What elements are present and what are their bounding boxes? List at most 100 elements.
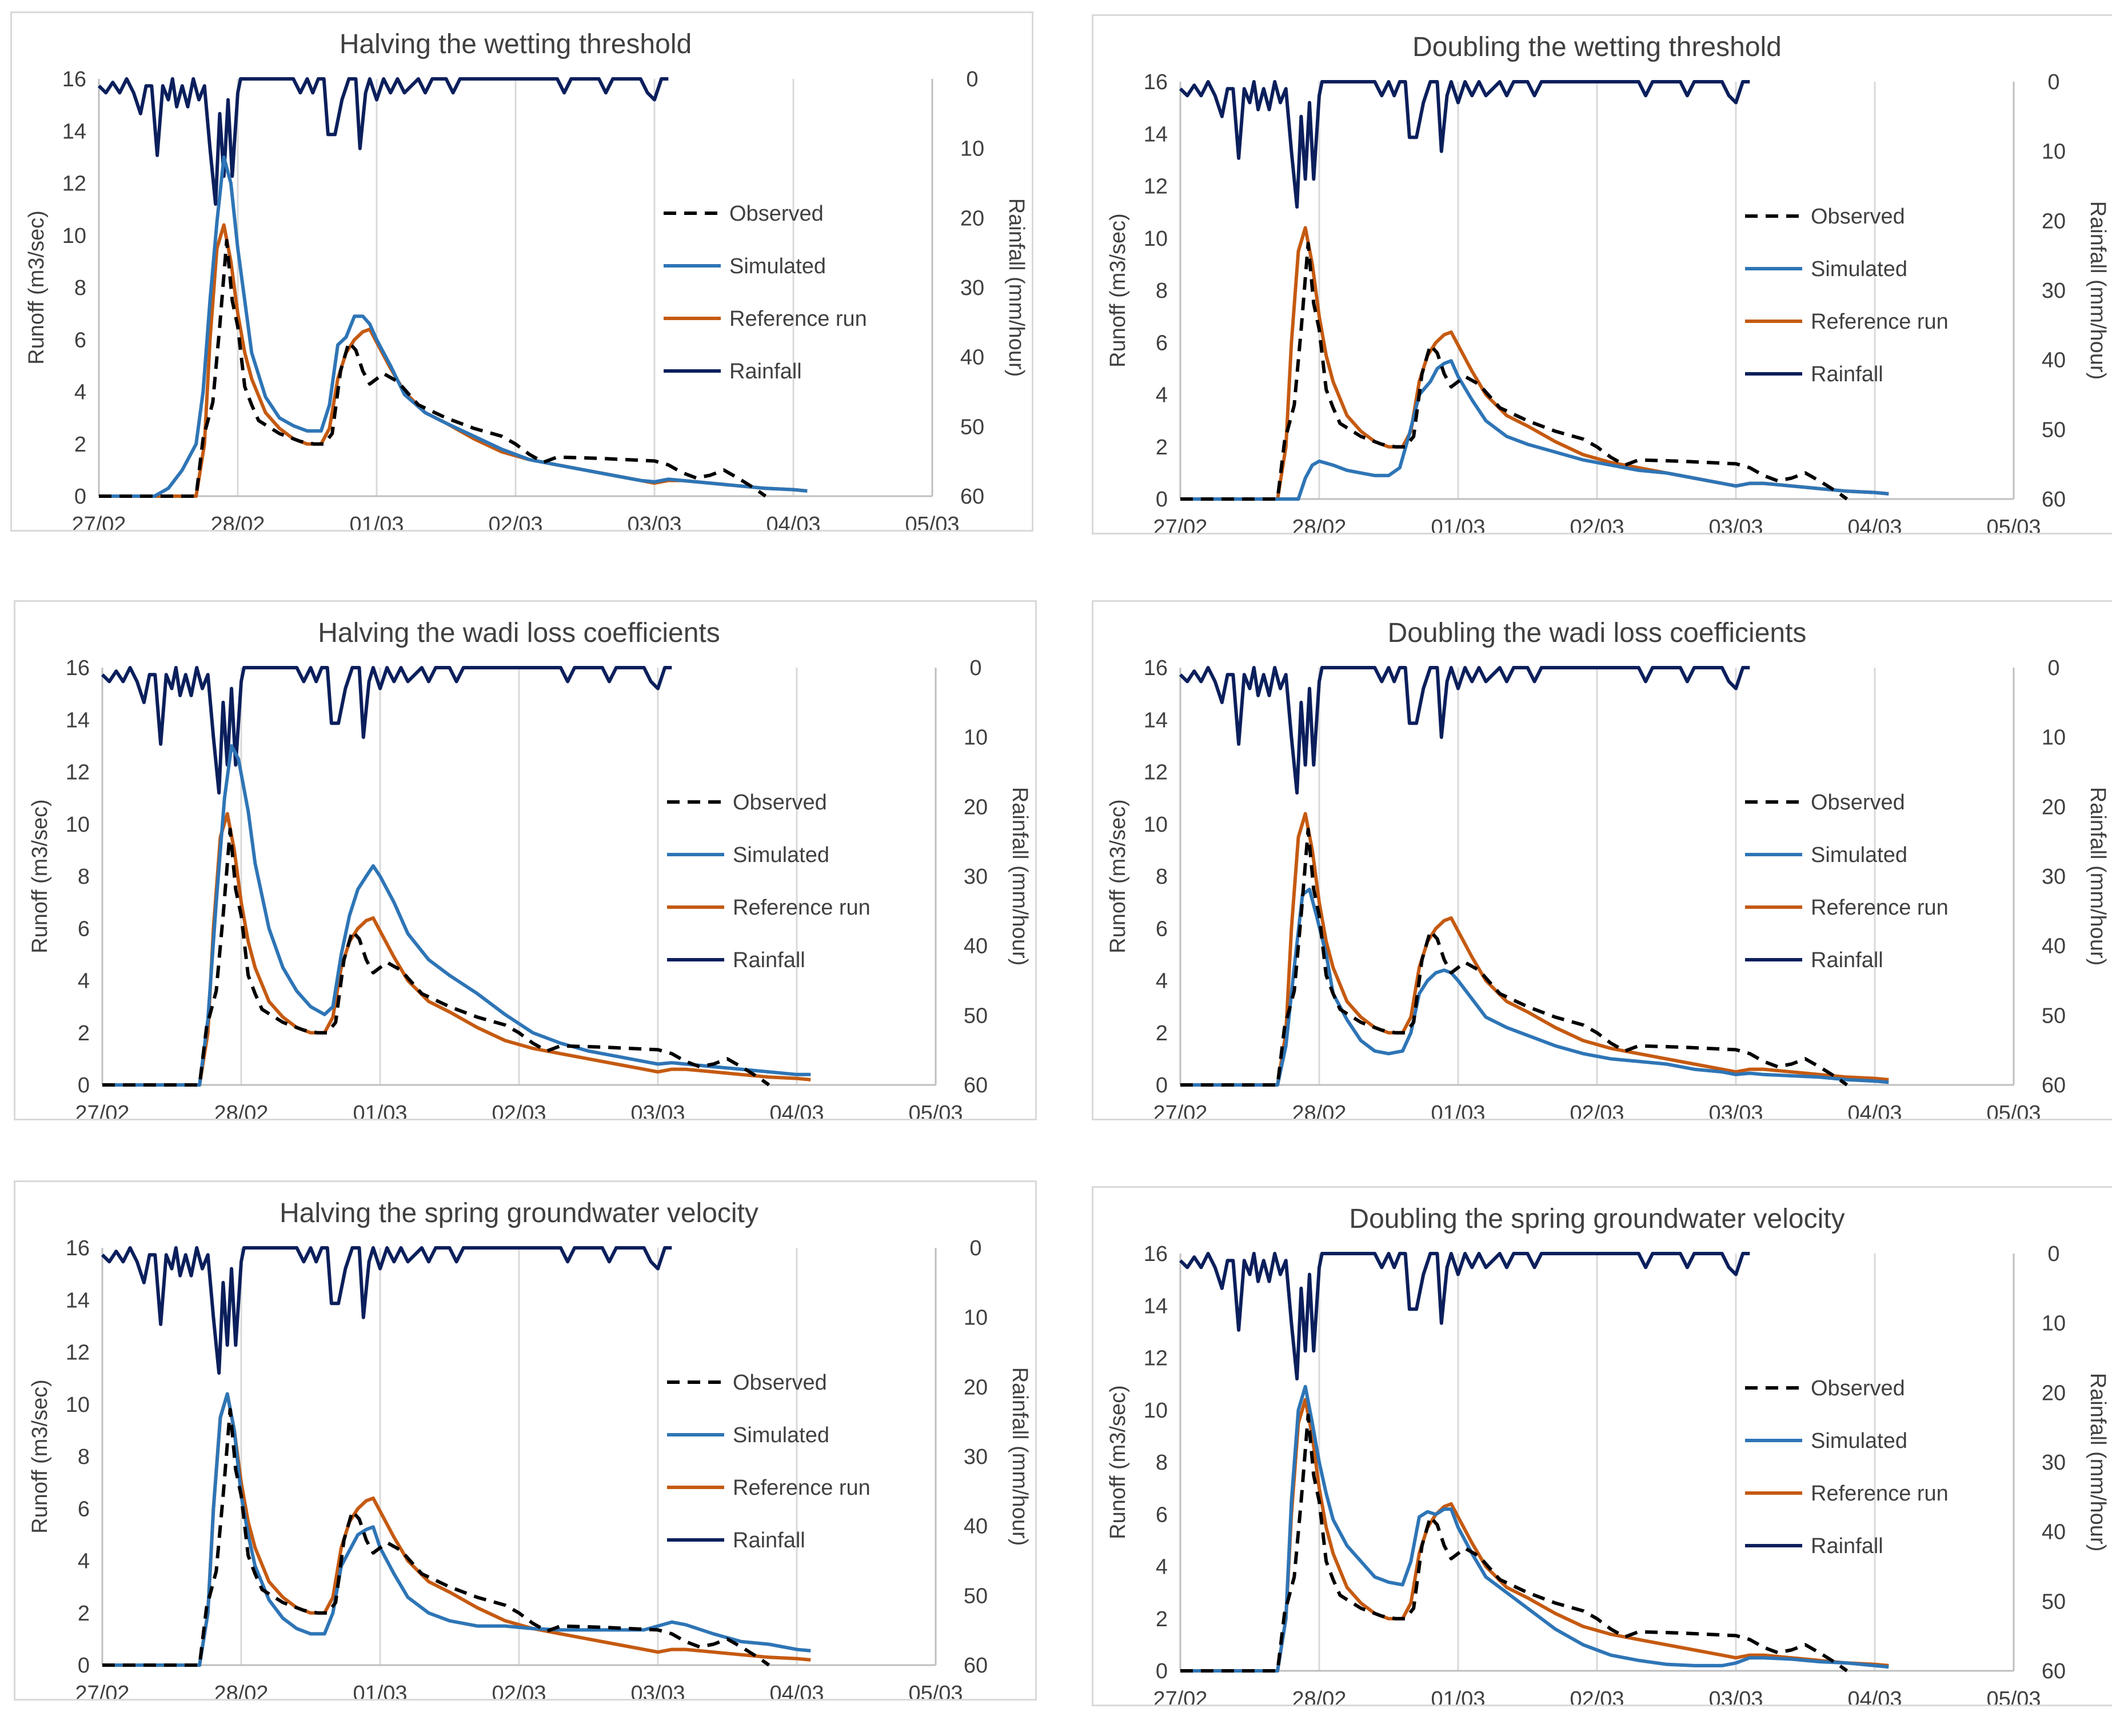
y2-tick-label: 20 bbox=[2042, 1381, 2066, 1405]
y2-tick-label: 60 bbox=[2042, 1073, 2066, 1098]
x-tick-label: 28/02 bbox=[1292, 516, 1346, 533]
x-tick-label: 03/03 bbox=[630, 1682, 685, 1699]
legend-reference-run-label: Reference run bbox=[1811, 310, 1949, 334]
chart-doubling-spring-velocity: Doubling the spring groundwater velocity… bbox=[1106, 1204, 2110, 1705]
x-tick-label: 27/02 bbox=[75, 1102, 129, 1119]
y-tick-label: 14 bbox=[1144, 708, 1168, 732]
rainfall-series bbox=[1179, 666, 1750, 795]
legend-simulated-label: Simulated bbox=[729, 254, 826, 278]
y-tick-label: 4 bbox=[1156, 969, 1168, 993]
y2-tick-label: 40 bbox=[964, 1515, 988, 1539]
panel-doubling-spring-velocity: Doubling the spring groundwater velocity… bbox=[1092, 1186, 2112, 1706]
x-tick-label: 04/03 bbox=[766, 513, 820, 530]
simulated-series bbox=[99, 155, 808, 498]
chart-title: Halving the spring groundwater velocity bbox=[280, 1198, 758, 1228]
x-tick-label: 05/03 bbox=[1986, 1102, 2041, 1119]
legend-simulated-label: Simulated bbox=[1811, 257, 1907, 281]
y2-tick-label: 10 bbox=[2042, 726, 2066, 750]
y-tick-label: 4 bbox=[78, 1550, 90, 1574]
observed-series bbox=[102, 827, 770, 1087]
y2-tick-label: 10 bbox=[2042, 1312, 2066, 1336]
y2-tick-label: 50 bbox=[2042, 1004, 2066, 1028]
x-tick-label: 01/03 bbox=[353, 1102, 407, 1119]
y-tick-label: 8 bbox=[78, 865, 90, 889]
observed-series bbox=[1180, 241, 1849, 501]
panel-doubling-wadi-loss: Doubling the wadi loss coefficients 27/02… bbox=[1092, 600, 2112, 1120]
x-tick-label: 03/03 bbox=[1708, 1687, 1763, 1705]
x-tick-label: 01/03 bbox=[1431, 1687, 1485, 1705]
x-tick-label: 03/03 bbox=[1708, 516, 1763, 533]
y2-tick-label: 50 bbox=[964, 1004, 988, 1028]
x-tick-label: 02/03 bbox=[1570, 516, 1624, 533]
y2-tick-label: 0 bbox=[969, 1236, 981, 1260]
x-tick-label: 02/03 bbox=[488, 513, 542, 530]
y2-tick-label: 0 bbox=[2047, 1242, 2059, 1266]
chart-title: Doubling the spring groundwater velocity bbox=[1349, 1204, 1844, 1234]
y-tick-label: 10 bbox=[62, 224, 86, 248]
y-tick-label: 16 bbox=[66, 656, 90, 680]
y-tick-label: 0 bbox=[1156, 1073, 1168, 1098]
y-tick-label: 2 bbox=[78, 1021, 90, 1045]
chart-doubling-wetting-threshold: Doubling the wetting threshold 27/02 28/02… bbox=[1106, 32, 2110, 533]
simulated-series bbox=[1180, 887, 1889, 1087]
y2-tick-label: 10 bbox=[2042, 140, 2066, 164]
y2-tick-label: 60 bbox=[960, 485, 984, 509]
y2-tick-label: 40 bbox=[964, 935, 988, 959]
y-tick-label: 8 bbox=[78, 1445, 90, 1469]
legend-reference-run-label: Reference run bbox=[733, 1476, 871, 1500]
chart-title: Doubling the wadi loss coefficients bbox=[1388, 618, 1807, 648]
y-tick-label: 6 bbox=[78, 1497, 90, 1521]
x-tick-label: 05/03 bbox=[908, 1102, 963, 1119]
y2-axis-label: Rainfall (mm/hour) bbox=[2086, 1373, 2110, 1552]
y-tick-label: 10 bbox=[1144, 813, 1168, 837]
y-tick-label: 16 bbox=[66, 1236, 90, 1260]
x-tick-label: 05/03 bbox=[908, 1682, 963, 1699]
x-tick-label: 01/03 bbox=[1431, 1102, 1485, 1119]
y2-tick-label: 60 bbox=[964, 1654, 988, 1678]
simulated-series bbox=[1180, 1384, 1889, 1673]
legend-reference-run-label: Reference run bbox=[1811, 1482, 1949, 1506]
x-tick-label: 04/03 bbox=[1847, 1687, 1902, 1705]
y2-tick-label: 30 bbox=[960, 276, 984, 300]
legend-rainfall-label: Rainfall bbox=[733, 948, 805, 972]
y-tick-label: 8 bbox=[1156, 279, 1168, 303]
y-tick-label: 0 bbox=[1156, 488, 1168, 512]
simulated-series bbox=[102, 1392, 811, 1667]
x-tick-label: 27/02 bbox=[1153, 1102, 1207, 1119]
x-tick-label: 02/03 bbox=[492, 1682, 546, 1699]
y-tick-label: 12 bbox=[62, 172, 86, 196]
x-tick-label: 01/03 bbox=[1431, 516, 1485, 533]
y-tick-label: 16 bbox=[1144, 656, 1168, 680]
x-tick-label: 03/03 bbox=[627, 513, 681, 530]
legend-rainfall-label: Rainfall bbox=[1811, 948, 1883, 972]
y2-tick-label: 30 bbox=[964, 1445, 988, 1469]
rainfall-series bbox=[101, 666, 672, 795]
x-tick-label: 28/02 bbox=[1292, 1102, 1346, 1119]
y2-tick-label: 40 bbox=[2042, 935, 2066, 959]
y2-tick-label: 20 bbox=[2042, 209, 2066, 233]
legend-simulated-label: Simulated bbox=[733, 1423, 829, 1447]
y2-tick-label: 20 bbox=[964, 1375, 988, 1399]
x-tick-label: 02/03 bbox=[1570, 1102, 1624, 1119]
legend-rainfall-label: Rainfall bbox=[733, 1529, 805, 1553]
x-tick-label: 03/03 bbox=[630, 1102, 685, 1119]
y-tick-label: 2 bbox=[74, 433, 86, 457]
panel-halving-wadi-loss: Halving the wadi loss coefficients 27/02 2… bbox=[14, 600, 1037, 1120]
legend-observed-label: Observed bbox=[1811, 1376, 1905, 1400]
panel-halving-wetting-threshold: Halving the wetting threshold 27/02 28/02 0… bbox=[10, 11, 1033, 532]
y-tick-label: 2 bbox=[1156, 436, 1168, 460]
legend-reference-run-label: Reference run bbox=[733, 896, 871, 920]
chart-title: Halving the wadi loss coefficients bbox=[318, 618, 720, 648]
y2-tick-label: 60 bbox=[964, 1073, 988, 1098]
y-tick-label: 6 bbox=[78, 917, 90, 941]
y2-tick-label: 30 bbox=[2042, 279, 2066, 303]
y2-tick-label: 50 bbox=[964, 1584, 988, 1608]
y-tick-label: 14 bbox=[62, 119, 86, 143]
legend-reference-run-label: Reference run bbox=[1811, 896, 1949, 920]
y-tick-label: 6 bbox=[1156, 917, 1168, 941]
reference-run-series bbox=[1180, 1398, 1889, 1673]
y-tick-label: 8 bbox=[1156, 1451, 1168, 1475]
y-tick-label: 2 bbox=[1156, 1021, 1168, 1045]
y-tick-label: 12 bbox=[1144, 761, 1168, 785]
y2-tick-label: 10 bbox=[964, 1306, 988, 1330]
